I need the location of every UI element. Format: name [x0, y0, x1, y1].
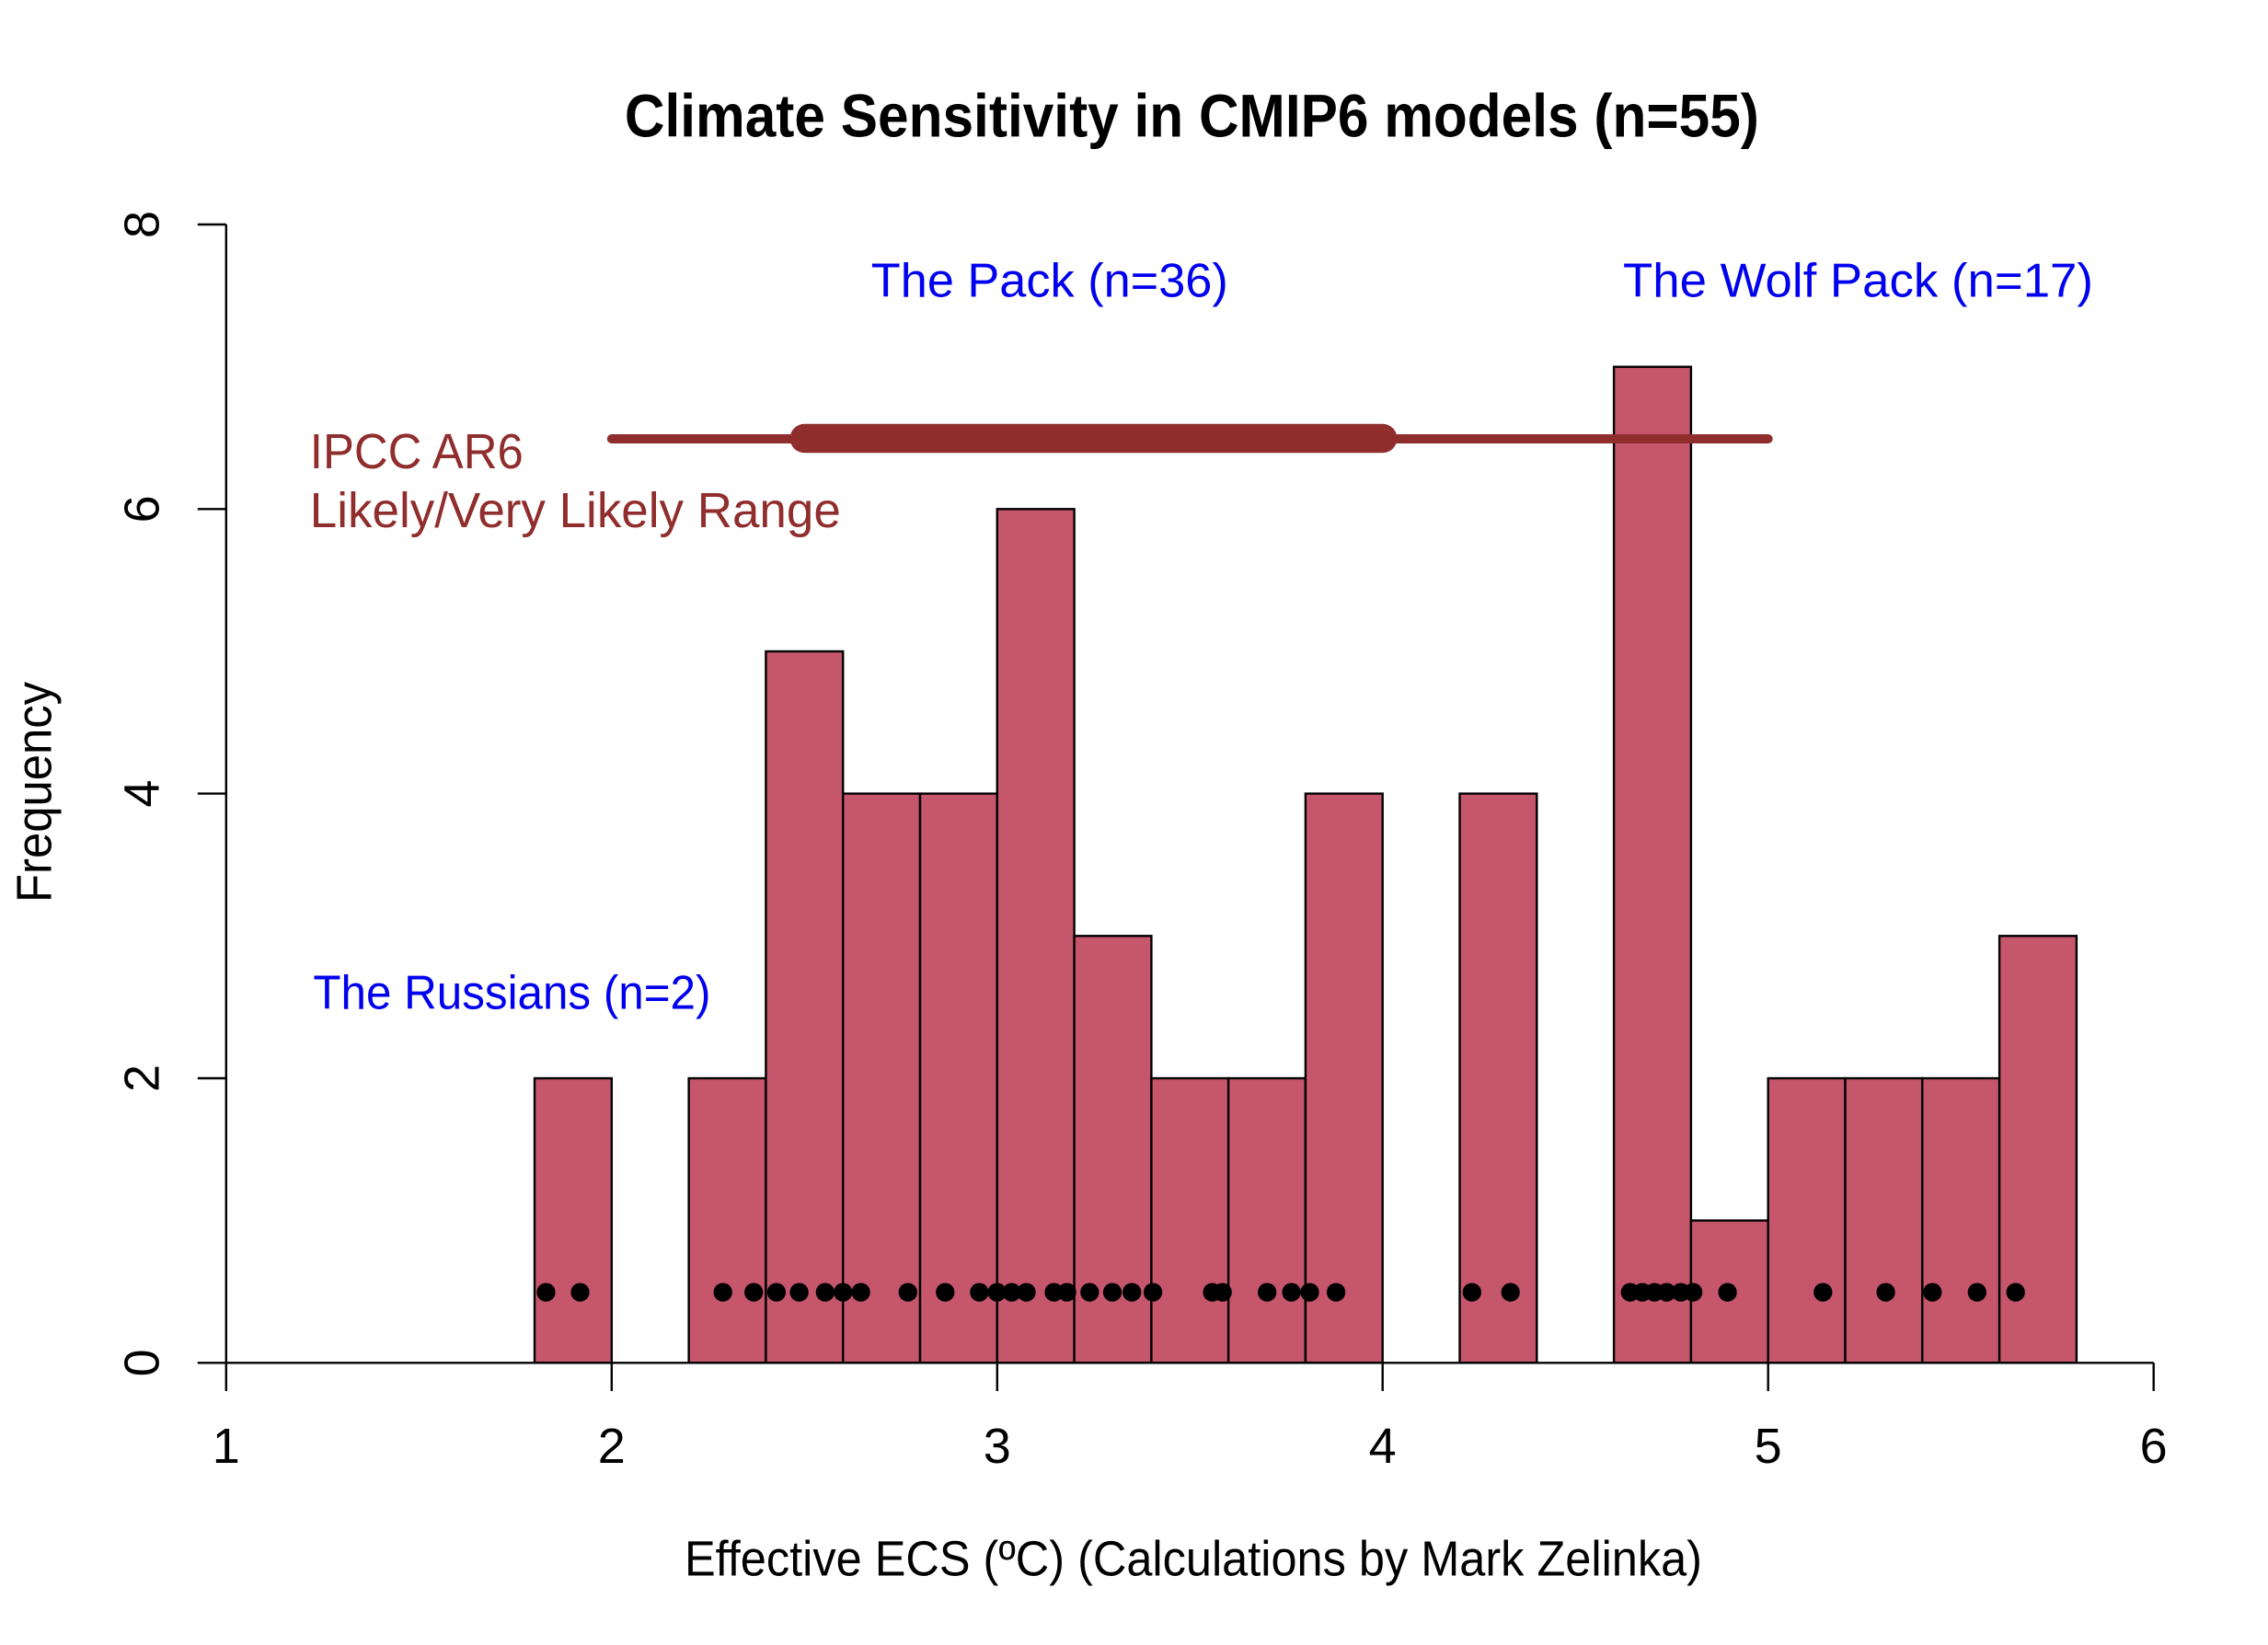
svg-text:2: 2 [598, 1419, 626, 1474]
svg-text:1: 1 [213, 1419, 240, 1474]
svg-text:4: 4 [115, 780, 170, 808]
svg-text:Frequency: Frequency [6, 682, 62, 903]
svg-text:Likely/Very Likely Range: Likely/Very Likely Range [310, 483, 841, 538]
svg-text:5: 5 [1755, 1419, 1782, 1474]
svg-text:The Wolf Pack (n=17): The Wolf Pack (n=17) [1623, 255, 2093, 308]
svg-text:IPCC AR6: IPCC AR6 [310, 424, 524, 479]
svg-text:The Russians (n=2): The Russians (n=2) [313, 966, 710, 1019]
svg-text:3: 3 [984, 1419, 1011, 1474]
svg-text:The Pack (n=36): The Pack (n=36) [871, 255, 1228, 308]
svg-text:0: 0 [115, 1349, 170, 1376]
svg-text:2: 2 [115, 1064, 170, 1092]
svg-text:Climate Sensitivity in CMIP6 m: Climate Sensitivity in CMIP6 models (n=5… [625, 81, 1759, 149]
svg-text:6: 6 [2140, 1419, 2168, 1474]
svg-text:8: 8 [115, 211, 170, 238]
svg-text:Effective ECS (ºC) (Calculatio: Effective ECS (ºC) (Calculations by Mark… [685, 1532, 1702, 1587]
svg-text:6: 6 [115, 495, 170, 523]
svg-text:4: 4 [1369, 1419, 1397, 1474]
